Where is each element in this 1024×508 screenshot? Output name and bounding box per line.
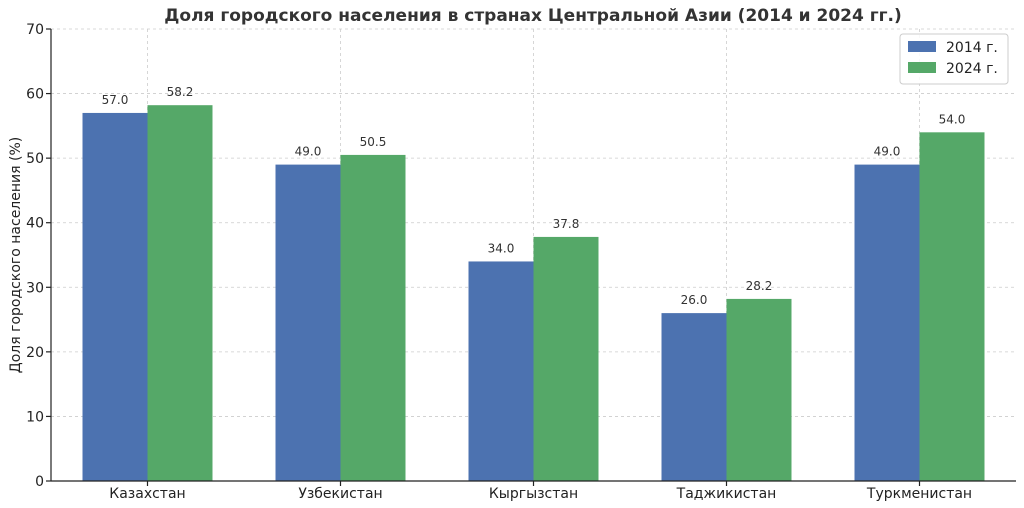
bar-series-2	[533, 236, 599, 481]
y-tick-label: 50	[26, 151, 44, 167]
bar-series-2	[340, 154, 406, 481]
y-tick-label: 30	[26, 280, 44, 296]
data-labels: 57.0 58.2 49.0 50.5 34.0 37.8 26.0 28.2 49.0 54.0	[102, 85, 966, 307]
x-tick-label: Узбекистан	[298, 486, 382, 502]
bar-series-1	[854, 164, 920, 481]
bar-series-2	[726, 298, 792, 481]
legend-swatch	[908, 62, 936, 73]
bar-series-2	[919, 132, 985, 482]
y-tick-label: 60	[26, 87, 44, 103]
data-label: 58.2	[167, 85, 194, 99]
bar-series-2	[147, 105, 213, 482]
legend-label: 2014 г.	[946, 40, 998, 56]
legend-swatch	[908, 41, 936, 52]
bar-series-1	[275, 164, 341, 481]
data-label: 54.0	[939, 112, 966, 126]
y-tick-label: 0	[35, 474, 44, 490]
y-tick-label: 20	[26, 345, 44, 361]
y-tick-label: 40	[26, 216, 44, 232]
bars	[82, 105, 985, 482]
x-tick-label: Кыргызстан	[489, 486, 578, 502]
x-tick-label: Туркменистан	[866, 486, 972, 502]
data-label: 50.5	[360, 135, 387, 149]
legend-label: 2024 г.	[946, 61, 998, 77]
legend: 2014 г. 2024 г.	[899, 33, 1009, 85]
data-label: 49.0	[295, 145, 322, 159]
y-tick-label: 70	[26, 22, 44, 38]
chart-title: Доля городского населения в странах Цент…	[164, 6, 902, 26]
data-label: 49.0	[874, 145, 901, 159]
x-tick-label: Таджикистан	[676, 486, 777, 502]
x-tick-label: Казахстан	[109, 486, 185, 502]
y-axis-label: Доля городского населения (%)	[8, 137, 24, 373]
axes	[46, 28, 1016, 486]
bar-series-1	[661, 313, 727, 481]
data-label: 28.2	[746, 279, 773, 293]
bar-series-1	[82, 112, 148, 481]
data-label: 26.0	[681, 293, 708, 307]
tick-labels: 0 10 20 30 40 50 60 70 Казахстан Узбекистан Кыргыз…	[26, 22, 972, 502]
y-tick-label: 10	[26, 409, 44, 425]
data-label: 57.0	[102, 93, 129, 107]
bar-series-1	[468, 261, 534, 481]
data-label: 37.8	[553, 217, 580, 231]
data-label: 34.0	[488, 241, 515, 255]
